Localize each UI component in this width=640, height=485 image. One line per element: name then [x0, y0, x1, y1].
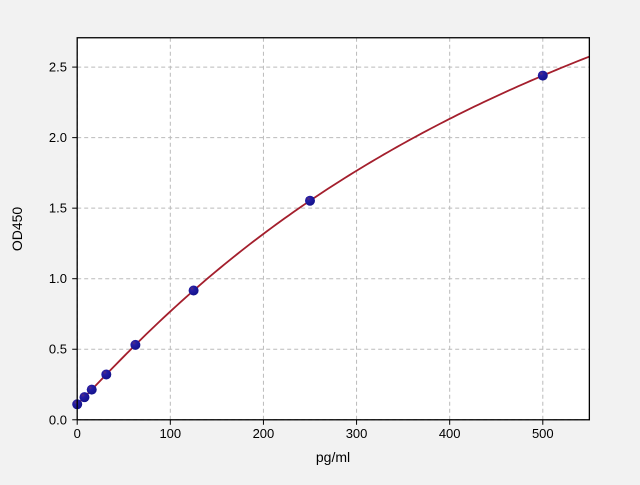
svg-text:2.0: 2.0	[49, 130, 67, 145]
svg-text:300: 300	[346, 426, 368, 441]
svg-text:200: 200	[253, 426, 275, 441]
svg-text:pg/ml: pg/ml	[316, 449, 350, 465]
svg-text:0.0: 0.0	[49, 412, 67, 427]
svg-text:1.0: 1.0	[49, 271, 67, 286]
svg-text:0: 0	[74, 426, 81, 441]
svg-text:2.5: 2.5	[49, 60, 67, 75]
svg-text:100: 100	[159, 426, 181, 441]
svg-text:400: 400	[439, 426, 461, 441]
svg-text:1.5: 1.5	[49, 201, 67, 216]
svg-text:OD450: OD450	[9, 207, 25, 252]
svg-text:500: 500	[532, 426, 554, 441]
svg-text:0.5: 0.5	[49, 342, 67, 357]
